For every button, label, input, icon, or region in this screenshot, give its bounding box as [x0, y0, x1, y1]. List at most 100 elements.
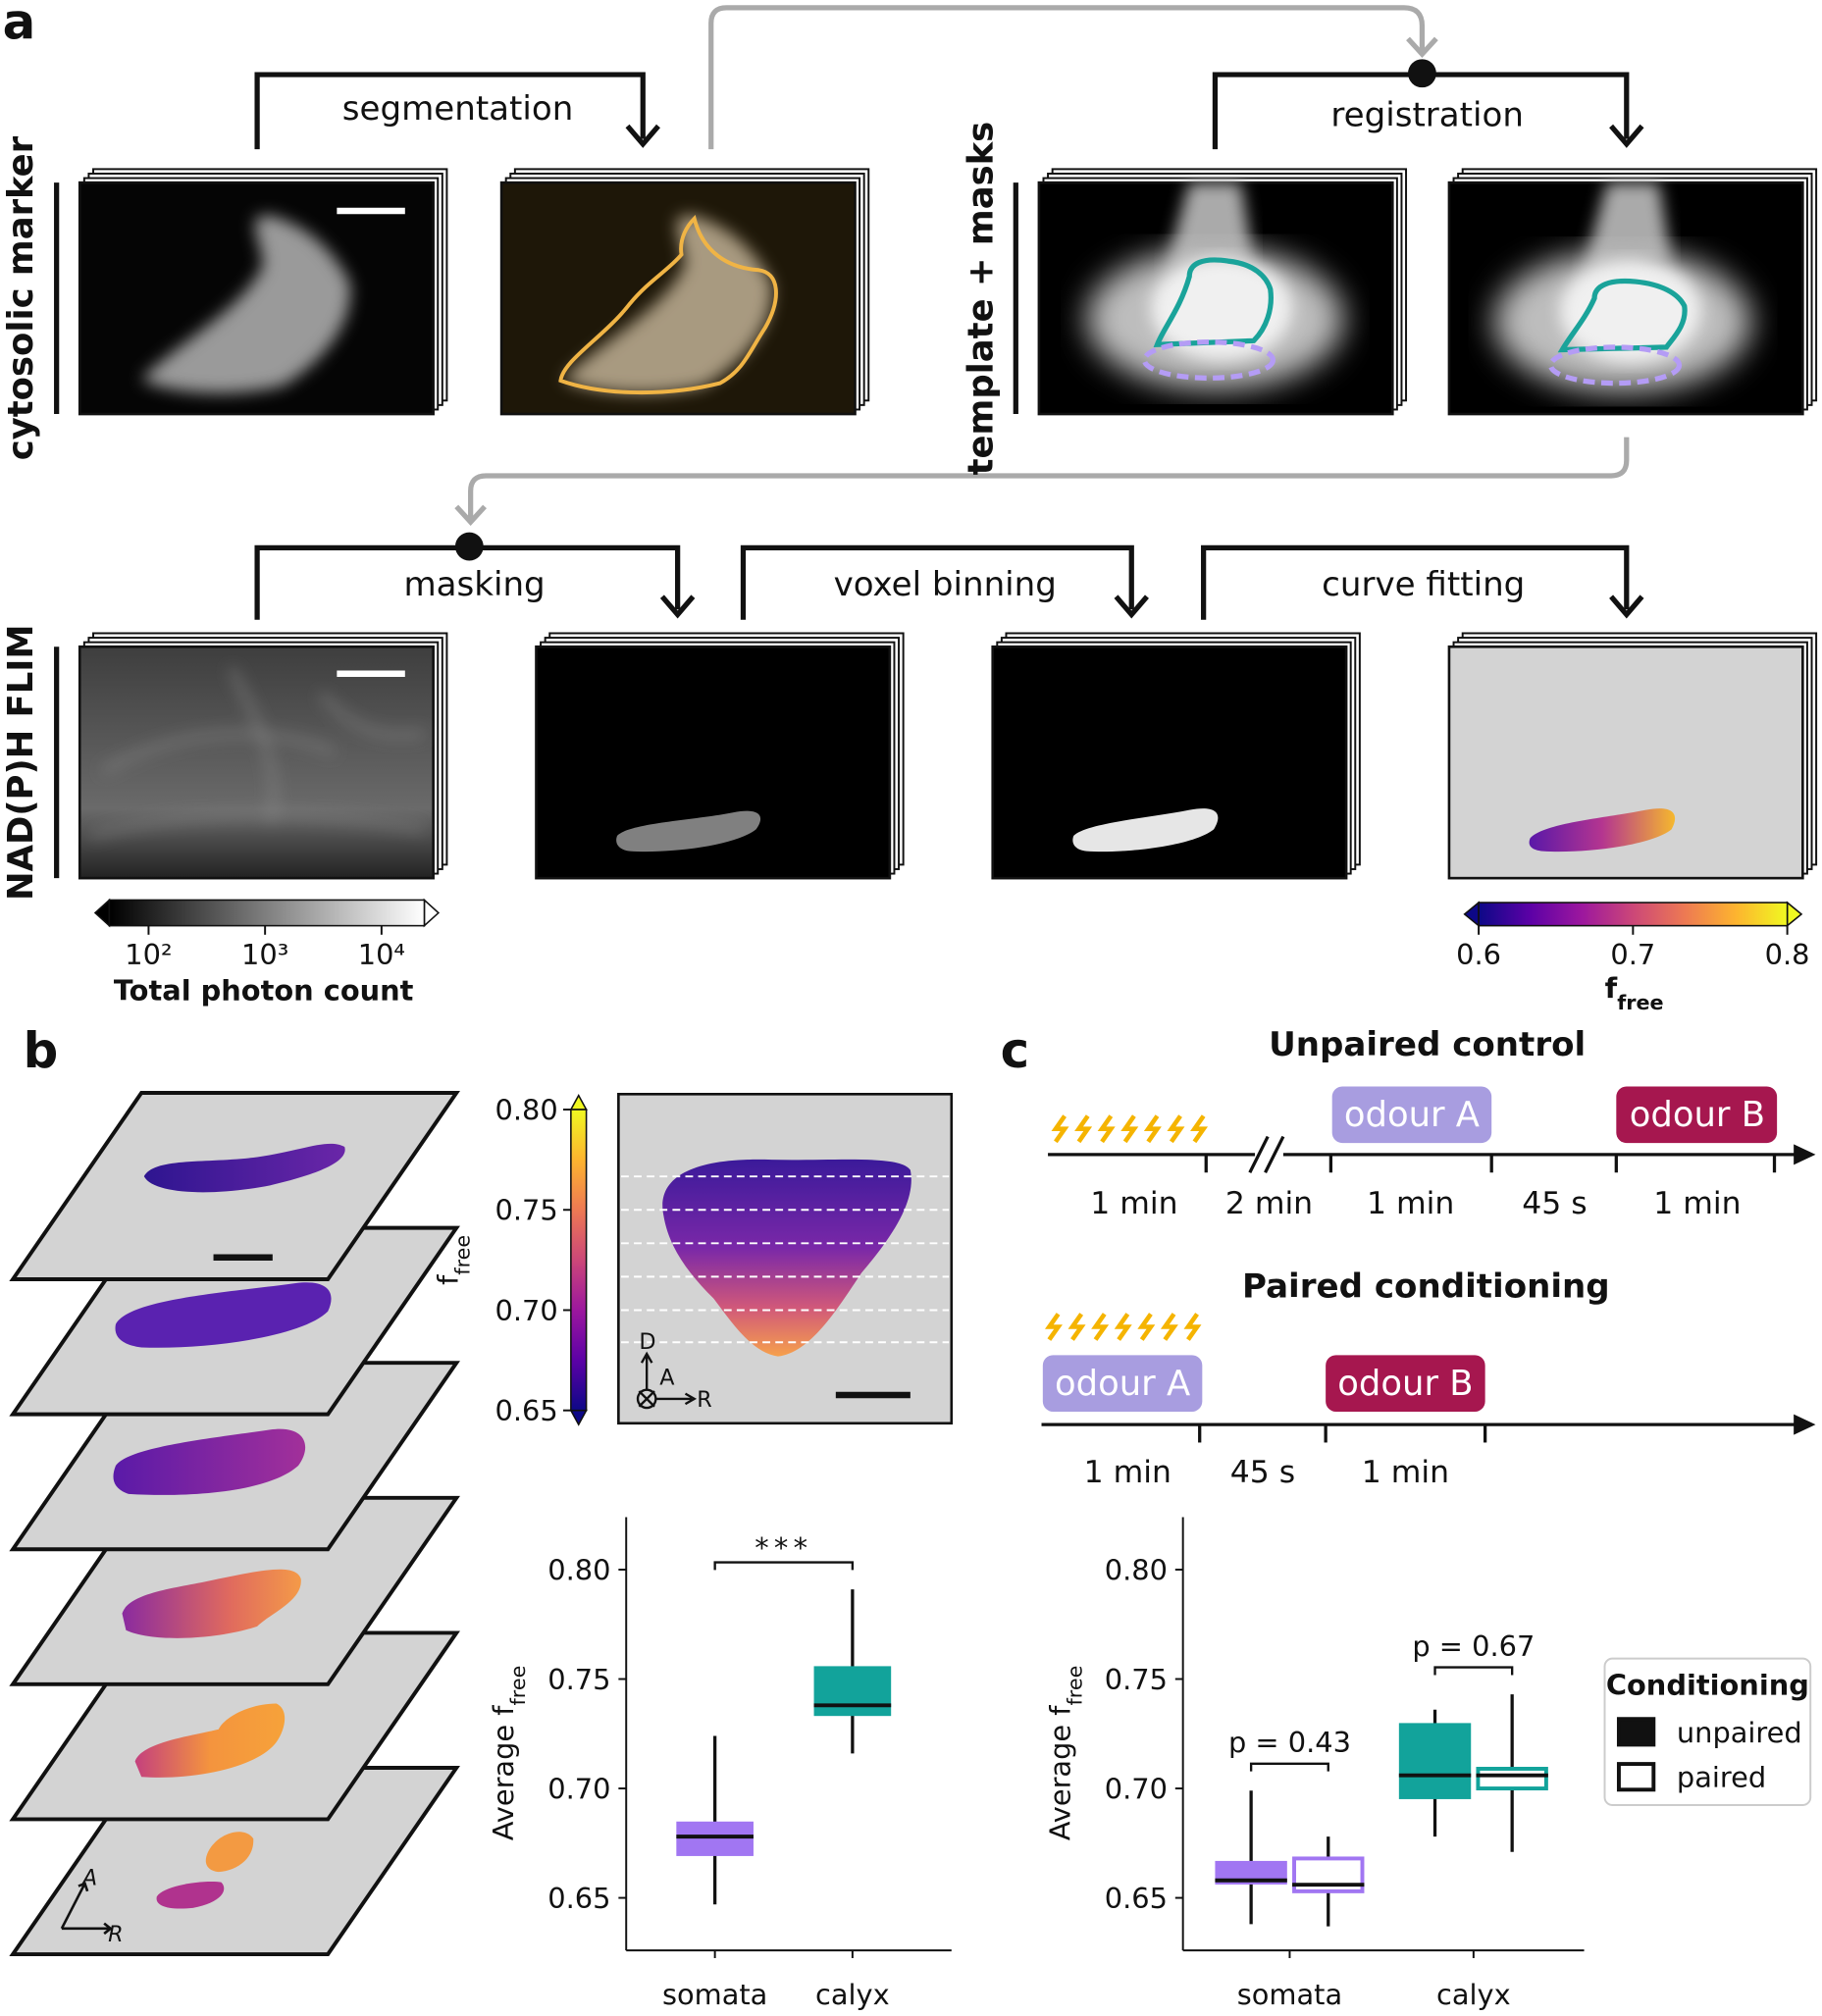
colorbar-tick-label: 0.75 [495, 1194, 558, 1227]
panel-label: a [3, 0, 36, 50]
flow-arrow [468, 437, 1630, 520]
x-tick-label: somata [662, 1978, 767, 2011]
stimulus-bolt [1067, 1313, 1086, 1341]
significance-label: *** [755, 1530, 812, 1564]
step-label: voxel binning [834, 565, 1057, 604]
stimulus-bolt [1143, 1114, 1162, 1144]
stimulus-bolt [1137, 1313, 1156, 1341]
y-tick-label: 0.70 [547, 1773, 610, 1806]
arrow-head [1794, 1414, 1816, 1435]
arrow-head [454, 504, 487, 527]
odour-label: odour B [1630, 1095, 1765, 1135]
legend-swatch [1616, 1762, 1656, 1792]
y-tick-label: 0.75 [547, 1663, 610, 1696]
y-tick-label: 0.75 [1105, 1663, 1168, 1696]
duration-label: 1 min [1367, 1186, 1454, 1221]
box [1398, 1723, 1472, 1799]
slice-map [205, 1832, 254, 1873]
colorbar-extend [1786, 901, 1803, 928]
odour-box [1331, 1086, 1492, 1144]
junction-dot [454, 532, 484, 561]
image [78, 645, 435, 880]
panel-label: b [24, 1022, 59, 1079]
template-signal [1559, 259, 1701, 363]
y-tick-label: 0.65 [1105, 1882, 1168, 1915]
colorbar-extend [569, 1409, 588, 1426]
stimulus-bolt [1051, 1114, 1069, 1144]
slice-map [113, 1428, 306, 1495]
binned-signal [1072, 808, 1219, 853]
significance-bracket [1433, 1666, 1514, 1676]
legend-label: paired [1677, 1761, 1766, 1794]
stimulus-bolt [1190, 1114, 1209, 1144]
slice-map [134, 1703, 286, 1778]
label-main: Average f [1043, 1705, 1076, 1841]
arrow-head [659, 594, 696, 619]
step-arrow [1201, 544, 1630, 620]
arrow-head [1406, 36, 1438, 58]
axis-label: ffree [432, 1235, 475, 1285]
y-tick-label: 0.70 [1105, 1773, 1168, 1806]
calyx-mask [1557, 278, 1688, 353]
orientation-axes [60, 1882, 113, 1936]
legend-swatch [1616, 1717, 1656, 1747]
odour-label: odour B [1337, 1364, 1473, 1404]
colorbar-tick-label: 10³ [241, 938, 288, 971]
stimulus-bolt [1091, 1313, 1110, 1341]
slice-map [143, 1143, 345, 1193]
axis-label: Average ffree [487, 1666, 530, 1841]
y-tick-label: 0.80 [547, 1553, 610, 1586]
fitted-map [1529, 808, 1676, 853]
orientation-label: R [108, 1922, 123, 1947]
legend-frame [1603, 1657, 1812, 1807]
legend-title: Conditioning [1606, 1668, 1809, 1701]
odour-box [1042, 1355, 1203, 1413]
orientation-label: A [80, 1865, 97, 1890]
label-main: f [432, 1274, 465, 1285]
orientation-label: D [639, 1329, 655, 1355]
colorbar [570, 1109, 588, 1412]
time-break [1248, 1135, 1285, 1173]
stimulus-bolt [1183, 1313, 1202, 1341]
y-tick-label: 0.80 [1105, 1553, 1168, 1586]
cell-signal [141, 215, 350, 393]
colorbar-tick-label: 0.70 [495, 1294, 558, 1327]
colorbar-extend [423, 898, 441, 928]
junction-dot [1408, 59, 1436, 88]
masked-signal [616, 810, 761, 853]
slice-map [115, 1282, 332, 1348]
label-sub: free [451, 1235, 475, 1275]
box [676, 1821, 754, 1856]
y-tick-label: 0.65 [547, 1882, 610, 1915]
step-arrow [740, 544, 1134, 620]
step-label: registration [1330, 95, 1524, 134]
label-sub: free [1617, 991, 1663, 1014]
row-label: NAD(P)H FLIM [1, 624, 41, 901]
axis-label: Total photon count [114, 974, 414, 1008]
axis-label: ffree [1605, 971, 1664, 1014]
x-tick-label: calyx [1436, 1978, 1511, 2011]
stimulus [1051, 1114, 1209, 1144]
significance-label: p = 0.43 [1228, 1726, 1351, 1759]
orientation-label: A [659, 1365, 675, 1390]
duration-label: 1 min [1362, 1455, 1449, 1490]
duration-label: 45 s [1522, 1186, 1587, 1221]
arrow-head [625, 124, 660, 148]
duration-label: 1 min [1090, 1186, 1177, 1221]
odour-box [1616, 1086, 1778, 1144]
somata-mask [1547, 344, 1683, 387]
colorbar [108, 899, 426, 927]
stimulus-bolt [1114, 1313, 1132, 1341]
odour-box [1326, 1355, 1485, 1413]
duration-label: 45 s [1230, 1455, 1295, 1490]
odour-label: odour A [1055, 1364, 1190, 1404]
row-label: cytosolic marker [1, 135, 41, 460]
stimulus-bolt [1167, 1114, 1185, 1144]
colorbar-tick-label: 0.7 [1610, 938, 1655, 971]
duration-label: 1 min [1084, 1455, 1171, 1490]
protocol-title: Paired conditioning [1242, 1266, 1610, 1306]
step-arrow [254, 72, 646, 150]
arrow-head [1609, 124, 1644, 148]
